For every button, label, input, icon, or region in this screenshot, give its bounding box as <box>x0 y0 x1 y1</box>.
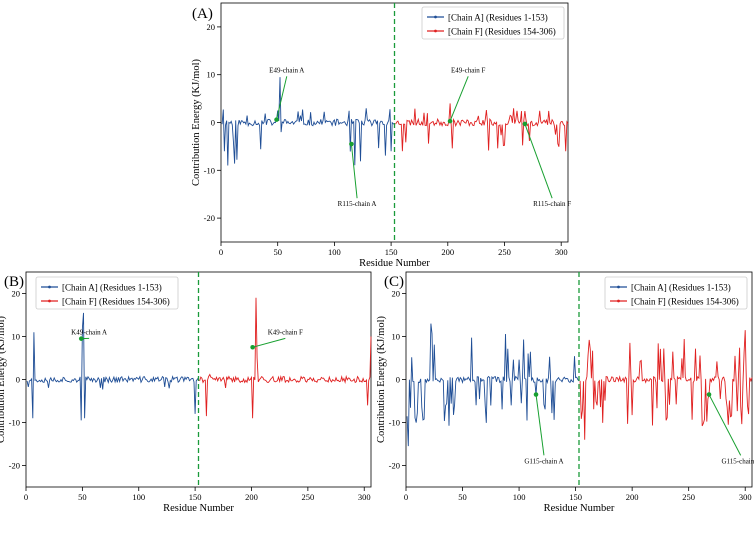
x-tick-label: 300 <box>555 247 568 257</box>
series-chain-f-line <box>395 103 569 152</box>
annotation-marker <box>78 336 84 341</box>
panel-c: (C) 0 50 100 150 200 250 300 -20 -10 0 10 20 Residue … <box>376 271 754 514</box>
annotation-label: E49-chain A <box>269 66 304 74</box>
x-tick-label: 200 <box>245 492 258 502</box>
series-chain-f-line <box>199 297 372 419</box>
x-axis-label: Residue Number <box>359 258 430 269</box>
annotation-leader <box>350 143 358 199</box>
x-axis-label: Residue Number <box>163 503 234 514</box>
x-tick-label: 250 <box>498 247 511 257</box>
y-tick-label: 0 <box>211 118 215 128</box>
x-tick-label: 250 <box>682 492 695 502</box>
series-chain-a-line <box>26 312 199 421</box>
y-tick-label: 20 <box>12 289 21 299</box>
y-tick-label: -20 <box>204 213 215 223</box>
annotation-label: G115-chain F <box>721 457 754 465</box>
x-tick-label: 200 <box>441 247 454 257</box>
y-axis-label: Contribution Energy (KJ/mol) <box>376 316 387 443</box>
y-axis-label: Contribution Energy (KJ/mol) <box>0 316 7 443</box>
series-chain-a-line <box>221 77 395 166</box>
legend-box <box>35 276 179 310</box>
annotation-marker <box>274 117 279 122</box>
annotation-label: R115-chain A <box>338 200 377 208</box>
y-tick-label: 10 <box>12 332 21 342</box>
y-tick-label: -20 <box>9 461 20 471</box>
annotation-marker <box>533 392 539 397</box>
y-tick-label: 20 <box>392 289 401 299</box>
x-tick-label: 300 <box>358 492 371 502</box>
x-tick-label: 0 <box>404 492 408 502</box>
annotation-leader <box>524 123 553 199</box>
series-chain-a-line <box>406 323 580 447</box>
annotation-marker <box>706 392 712 397</box>
annotation-label: E49-chain F <box>451 66 486 74</box>
panel-b: (B) 0 50 100 150 200 250 300 -20 -10 0 10 20 Residue … <box>0 271 372 514</box>
legend-entry: [Chain F] (Residues 154-306) <box>448 27 556 37</box>
annotation-marker <box>349 141 354 147</box>
legend-swatch-marker <box>617 299 620 303</box>
x-tick-label: 100 <box>328 247 341 257</box>
annotation-marker <box>447 118 453 124</box>
y-tick-label: 0 <box>396 375 400 385</box>
legend-swatch-marker <box>48 299 51 303</box>
y-tick-label: 0 <box>16 375 20 385</box>
y-tick-label: -10 <box>9 418 20 428</box>
y-tick-label: 10 <box>207 70 216 80</box>
panel-label: (C) <box>384 274 404 290</box>
x-tick-label: 150 <box>385 247 398 257</box>
annotation-marker <box>250 344 255 350</box>
x-axis-label: Residue Number <box>544 503 615 514</box>
y-tick-label: -10 <box>204 165 215 175</box>
legend-box <box>604 276 748 310</box>
annotation-label: K49-chain A <box>71 328 107 336</box>
legend-entry: [Chain A] (Residues 1-153) <box>62 283 162 293</box>
legend-entry: [Chain A] (Residues 1-153) <box>448 13 548 23</box>
annotation-leader <box>252 337 286 348</box>
annotation-leader <box>535 394 545 456</box>
x-tick-label: 100 <box>513 492 526 502</box>
y-tick-label: -10 <box>389 418 400 428</box>
x-tick-label: 50 <box>78 492 87 502</box>
annotation-leader <box>276 76 288 120</box>
annotation-label: G115-chain A <box>524 457 563 465</box>
y-tick-label: 20 <box>207 22 216 32</box>
x-tick-label: 150 <box>569 492 582 502</box>
legend-entry: [Chain F] (Residues 154-306) <box>62 297 170 307</box>
x-tick-label: 50 <box>458 492 467 502</box>
annotation-leader <box>708 394 742 456</box>
y-tick-label: 10 <box>392 332 401 342</box>
x-tick-label: 200 <box>626 492 639 502</box>
x-tick-label: 300 <box>739 492 752 502</box>
panel-label: (B) <box>4 274 24 290</box>
x-tick-label: 100 <box>132 492 145 502</box>
series-chain-f-line <box>579 330 753 440</box>
panel-label: (A) <box>192 6 213 22</box>
annotation-label: R115-chain F <box>533 200 571 208</box>
y-axis-label: Contribution Energy (KJ/mol) <box>191 59 202 186</box>
panel-a: (A) 0 50 100 150 200 250 300 -20 -10 0 10 20 Residue … <box>191 2 571 269</box>
x-tick-label: 50 <box>273 247 282 257</box>
legend-swatch-marker <box>434 15 437 19</box>
annotation-label: K49-chain F <box>268 328 303 336</box>
legend-entry: [Chain F] (Residues 154-306) <box>631 297 739 307</box>
annotation-marker <box>522 121 528 127</box>
legend-swatch-marker <box>434 29 437 33</box>
legend-swatch-marker <box>48 285 51 289</box>
y-tick-label: -20 <box>389 461 400 471</box>
x-tick-label: 250 <box>301 492 314 502</box>
legend-box <box>421 6 565 40</box>
x-tick-label: 150 <box>189 492 202 502</box>
annotation-leader <box>449 76 469 122</box>
x-tick-label: 0 <box>24 492 28 502</box>
legend-entry: [Chain A] (Residues 1-153) <box>631 283 731 293</box>
x-tick-label: 0 <box>219 247 223 257</box>
legend-swatch-marker <box>617 285 620 289</box>
